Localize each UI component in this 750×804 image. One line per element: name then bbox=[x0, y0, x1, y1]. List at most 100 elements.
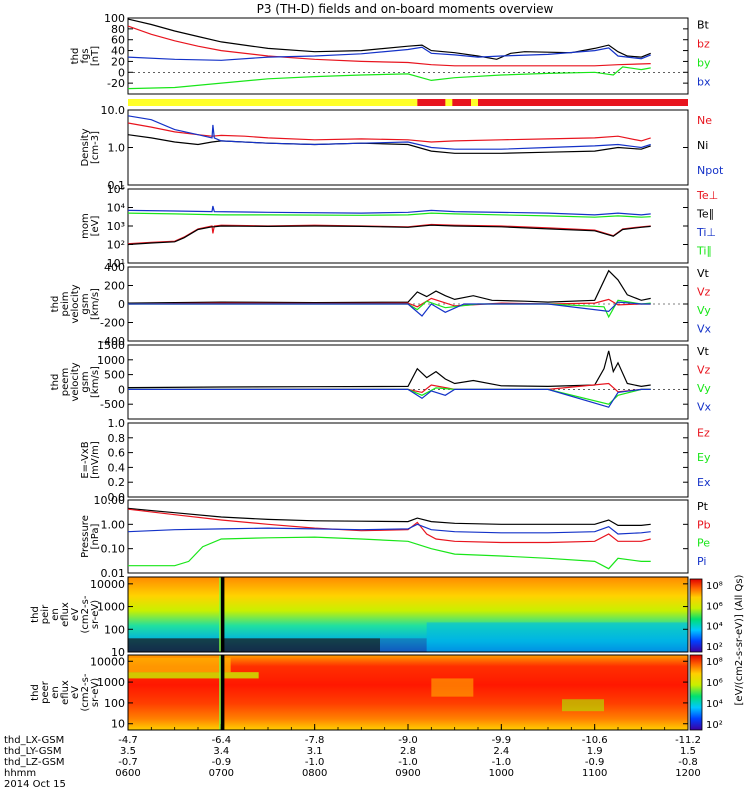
y-axis-label: mom bbox=[80, 213, 91, 239]
energy-band bbox=[128, 657, 231, 673]
mode-bar-segment bbox=[471, 99, 478, 106]
y-tick-label: 10.0 bbox=[101, 104, 126, 117]
x-row-value: -1.0 bbox=[492, 757, 512, 768]
series-Vx bbox=[128, 388, 651, 408]
y-tick-label: 1000 bbox=[97, 676, 125, 689]
y-axis-label: thd bbox=[30, 606, 41, 623]
panel-pressure: 10.00 1.00 0.10 0.01 Pressure [nPa] Pt Pb Pe Pi bbox=[80, 494, 711, 580]
legend-Vy: Vy bbox=[697, 304, 711, 317]
panel-peir: 10000 1000 100 10 thd peir en eflux eV (cm2-s-sr-… bbox=[30, 576, 689, 659]
colorbar-tick-label: 10⁶ bbox=[706, 678, 723, 689]
series-Te∥ bbox=[127, 224, 651, 246]
y-tick-label: 500 bbox=[104, 369, 125, 382]
y-axis-label: thd bbox=[30, 684, 41, 701]
x-row-value: -9.0 bbox=[398, 735, 418, 746]
x-row-value: -1.0 bbox=[398, 757, 418, 768]
colorbar-tick-label: 10⁸ bbox=[706, 581, 723, 592]
panel-frame bbox=[127, 344, 689, 420]
y-tick-label: 10⁴ bbox=[107, 202, 126, 215]
legend-Ni: Ni bbox=[697, 139, 708, 152]
x-row-value: 1100 bbox=[582, 768, 607, 779]
y-axis-label: eflux bbox=[60, 680, 71, 705]
panel-density: 10.0 1.0 0.1 Density [cm-3] Ne Ni Npot bbox=[80, 104, 724, 192]
y-tick-label: 0.1 bbox=[108, 179, 126, 192]
y-tick-label: 0 bbox=[118, 298, 125, 311]
legend-Ti∥: Ti∥ bbox=[696, 245, 712, 258]
y-axis-label: gsm bbox=[80, 293, 91, 314]
x-row-value: 3.1 bbox=[307, 746, 323, 757]
y-tick-label: 10³ bbox=[107, 220, 125, 233]
x-row-value: -1.0 bbox=[305, 757, 325, 768]
colorbar-tick-label: 10⁸ bbox=[706, 657, 723, 668]
y-axis-label: sr-eV) bbox=[90, 678, 101, 707]
y-axis-label: en bbox=[50, 686, 61, 699]
colorbar-strip bbox=[689, 654, 703, 731]
y-axis-label: en bbox=[50, 608, 61, 621]
x-row-value: 1200 bbox=[675, 768, 700, 779]
legend-bx: bx bbox=[697, 75, 711, 88]
energy-band bbox=[431, 678, 474, 697]
x-row-value: 0600 bbox=[115, 768, 140, 779]
y-axis-label: sr-eV) bbox=[90, 600, 101, 629]
y-axis-label: velocity bbox=[70, 362, 81, 401]
y-tick-label: -400 bbox=[100, 335, 125, 348]
legend-Vy: Vy bbox=[697, 382, 711, 395]
y-axis-label: [km/s] bbox=[90, 288, 101, 320]
x-row-value: -9.9 bbox=[492, 735, 512, 746]
series-Npot bbox=[127, 115, 651, 150]
panel-peim: 400 200 0 -200 -400 thd peim velocity gsm [km/s] V… bbox=[50, 261, 712, 348]
x-row-value: 1.9 bbox=[587, 746, 603, 757]
x-row-value: 0700 bbox=[209, 768, 234, 779]
colorbar-tick-label: 10² bbox=[706, 720, 723, 731]
low-count-region bbox=[128, 638, 380, 652]
y-tick-label: 1.00 bbox=[101, 518, 126, 531]
y-axis-label: thd bbox=[50, 374, 61, 391]
y-tick-label: 0.6 bbox=[108, 447, 126, 460]
x-row-value: -7.8 bbox=[305, 735, 325, 746]
x-row-value: -0.9 bbox=[212, 757, 232, 768]
x-row-value: -0.7 bbox=[118, 757, 138, 768]
y-tick-label: 10 bbox=[111, 646, 125, 659]
y-tick-label: 100 bbox=[104, 623, 125, 636]
y-tick-label: 0.8 bbox=[108, 432, 126, 445]
y-tick-label: 10 bbox=[111, 718, 125, 731]
colorbar-strip bbox=[689, 578, 703, 653]
y-tick-label: 60 bbox=[111, 34, 125, 47]
y-tick-label: 0.10 bbox=[101, 543, 126, 556]
panel-efield: 1.0 0.8 0.60.4 0.2 0.0 E=-VxB [mV/m] Ez Ey Ex bbox=[80, 417, 711, 504]
mode-bar-segment bbox=[417, 99, 688, 106]
legend-Vt: Vt bbox=[697, 345, 710, 358]
energy-band bbox=[128, 672, 259, 679]
y-tick-label: 0.0 bbox=[108, 491, 126, 504]
y-tick-label: 10000 bbox=[90, 578, 125, 591]
y-tick-label: 100 bbox=[104, 697, 125, 710]
y-tick-label: 0.4 bbox=[108, 461, 126, 474]
data-gap bbox=[220, 655, 225, 730]
x-row-value: 2.8 bbox=[400, 746, 416, 757]
y-axis-label: fgs bbox=[80, 48, 91, 63]
x-row-label: thd_LX-GSM bbox=[4, 735, 64, 746]
series-Vz bbox=[127, 382, 651, 394]
x-row-value: -11.2 bbox=[675, 735, 701, 746]
series-by bbox=[127, 66, 651, 90]
legend-Vt: Vt bbox=[697, 267, 710, 280]
legend-Bt: Bt bbox=[697, 18, 710, 31]
y-tick-label: -200 bbox=[100, 317, 125, 330]
panel-frame bbox=[127, 109, 689, 186]
y-tick-label: 1.0 bbox=[108, 142, 126, 155]
y-axis-label: (cm2-s- bbox=[80, 673, 91, 711]
data-gap-edge bbox=[219, 655, 221, 730]
y-tick-label: 10.00 bbox=[94, 494, 126, 507]
legend-Te⊥: Te⊥ bbox=[696, 189, 718, 202]
legend-Pt: Pt bbox=[697, 500, 709, 513]
x-row-value: -4.7 bbox=[118, 735, 138, 746]
data-gap-edge bbox=[219, 577, 221, 652]
legend-Pi: Pi bbox=[697, 555, 706, 568]
y-axis-label: peim bbox=[60, 291, 71, 316]
plot-title: P3 (TH-D) fields and on-board moments ov… bbox=[257, 2, 554, 16]
y-axis-label: thd bbox=[70, 48, 81, 65]
x-date: 2014 Oct 15 bbox=[4, 779, 66, 790]
